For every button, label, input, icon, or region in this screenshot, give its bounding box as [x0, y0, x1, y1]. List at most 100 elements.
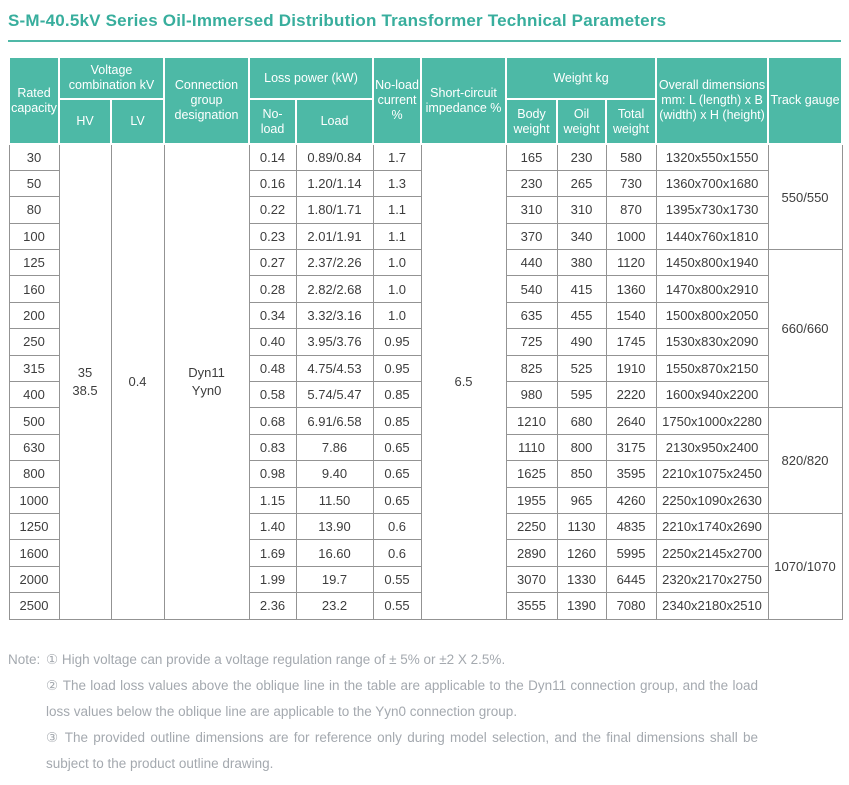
cell-no-load-loss: 1.15: [248, 486, 297, 514]
cell-total-weight: 1540: [605, 301, 657, 330]
cell-oil-weight: 800: [556, 433, 607, 462]
table-row: 30 35 38.5 0.4 Dyn11 Yyn0 0.14 0.89/0.84 1.7 6.…: [8, 143, 843, 620]
cell-dimensions: 1320x550x1550: [655, 143, 769, 171]
cell-no-load-loss: 0.28: [248, 275, 297, 303]
note-items: ① High voltage can provide a voltage reg…: [46, 647, 758, 777]
table-body: 30 35 38.5 0.4 Dyn11 Yyn0 0.14 0.89/0.84 1.7 6.…: [8, 143, 843, 620]
cell-rated-capacity: 315: [8, 354, 60, 383]
cell-no-load-current: 1.7: [372, 143, 422, 171]
cell-total-weight: 870: [605, 196, 657, 224]
cell-dimensions: 2210x1075x2450: [655, 460, 769, 488]
cell-body-weight: 725: [505, 328, 558, 356]
cell-oil-weight: 1390: [556, 592, 607, 620]
cell-load-loss: 9.40: [295, 460, 374, 488]
cell-rated-capacity: 30: [8, 143, 60, 171]
note-item-1: ① High voltage can provide a voltage reg…: [46, 651, 506, 667]
table-row: 400 0.58 5.74/5.47 0.85 980 595 2220 1600x940x2…: [8, 381, 842, 409]
cell-no-load-current: 1.0: [372, 249, 422, 277]
table-row: 125 0.27 2.37/2.26 1.0 440 380 1120 1450x800x19…: [8, 249, 843, 409]
cell-load-loss: 7.86: [295, 433, 374, 462]
cell-load-loss: 1.20/1.14: [295, 169, 374, 198]
cell-body-weight: 440: [505, 249, 558, 277]
cell-body-weight: 1210: [505, 407, 558, 435]
note-item-3: ③ The provided outline dimensions are fo…: [46, 729, 758, 771]
cell-oil-weight: 595: [556, 381, 607, 409]
header-rated-capacity: Rated capacity: [8, 56, 60, 145]
cell-body-weight: 2250: [505, 512, 558, 541]
header-connection-group: Connection group designation: [163, 56, 251, 145]
cell-no-load-current: 0.85: [372, 381, 422, 409]
cell-total-weight: 1360: [605, 275, 657, 303]
cell-body-weight: 825: [505, 354, 558, 383]
cell-oil-weight: 1260: [556, 539, 607, 567]
cell-dimensions: 1550x870x2150: [655, 354, 769, 383]
cell-lv-value: 0.4: [110, 143, 165, 620]
cell-oil-weight: 415: [556, 275, 607, 303]
cell-rated-capacity: 2500: [8, 592, 60, 620]
cell-load-loss: 0.89/0.84: [295, 143, 374, 171]
header-voltage-combination: Voltage combination kV: [57, 56, 166, 100]
cell-no-load-loss: 1.69: [248, 539, 297, 567]
cell-body-weight: 635: [505, 301, 558, 330]
cell-body-weight: 165: [505, 143, 558, 171]
cell-rated-capacity: 400: [8, 381, 60, 409]
cell-body-weight: 540: [505, 275, 558, 303]
cell-load-loss: 4.75/4.53: [295, 354, 374, 383]
cell-connection-group-value: Dyn11 Yyn0: [163, 143, 250, 620]
cell-no-load-current: 0.85: [372, 407, 422, 435]
cell-oil-weight: 1330: [556, 565, 607, 594]
cell-rated-capacity: 125: [8, 249, 60, 277]
table-row: 50 0.16 1.20/1.14 1.3 230 265 730 1360x700x1680: [8, 169, 842, 198]
cell-hv-value: 35 38.5: [58, 143, 112, 620]
cell-load-loss: 16.60: [295, 539, 374, 567]
cell-no-load-loss: 0.34: [248, 301, 297, 330]
cell-track-gauge: 550/550: [767, 143, 843, 251]
cell-total-weight: 4260: [605, 486, 657, 514]
table-row: 200 0.34 3.32/3.16 1.0 635 455 1540 1500x800x20…: [8, 301, 842, 330]
cell-oil-weight: 850: [556, 460, 607, 488]
table-row: 1250 1.40 13.90 0.6 2250 1130 4835 2210x1740x26…: [8, 512, 843, 620]
cell-rated-capacity: 500: [8, 407, 60, 435]
cell-dimensions: 2130x950x2400: [655, 433, 769, 462]
header-loss-power: Loss power (kW): [248, 56, 375, 100]
cell-no-load-loss: 0.98: [248, 460, 297, 488]
header-no-load: No-load: [248, 98, 298, 145]
table-row: 160 0.28 2.82/2.68 1.0 540 415 1360 1470x800x29…: [8, 275, 842, 303]
table-row: 80 0.22 1.80/1.71 1.1 310 310 870 1395x730x1730: [8, 196, 842, 224]
cell-rated-capacity: 100: [8, 222, 60, 251]
cell-rated-capacity: 50: [8, 169, 60, 198]
cell-track-gauge: 660/660: [767, 249, 843, 409]
cell-no-load-loss: 0.22: [248, 196, 297, 224]
cell-no-load-loss: 1.40: [248, 512, 297, 541]
cell-track-gauge: 820/820: [767, 407, 843, 514]
cell-no-load-current: 0.65: [372, 460, 422, 488]
cell-impedance-value: 6.5: [420, 143, 507, 620]
cell-load-loss: 6.91/6.58: [295, 407, 374, 435]
header-weight: Weight kg: [505, 56, 658, 100]
cell-load-loss: 3.32/3.16: [295, 301, 374, 330]
cell-dimensions: 1600x940x2200: [655, 381, 769, 409]
cell-oil-weight: 455: [556, 301, 607, 330]
cell-rated-capacity: 160: [8, 275, 60, 303]
cell-no-load-current: 1.0: [372, 301, 422, 330]
header-load: Load: [295, 98, 375, 145]
cell-body-weight: 2890: [505, 539, 558, 567]
cell-load-loss: 11.50: [295, 486, 374, 514]
cell-load-loss: 2.37/2.26: [295, 249, 374, 277]
cell-no-load-current: 1.1: [372, 222, 422, 251]
cell-total-weight: 580: [605, 143, 657, 171]
cell-no-load-current: 1.1: [372, 196, 422, 224]
cell-oil-weight: 965: [556, 486, 607, 514]
header-short-circuit-impedance: Short-circuit impedance %: [420, 56, 508, 145]
cell-load-loss: 23.2: [295, 592, 374, 620]
table-header: Rated capacity Voltage combination kV Co…: [8, 56, 844, 145]
cell-rated-capacity: 800: [8, 460, 60, 488]
cell-load-loss: 5.74/5.47: [295, 381, 374, 409]
table-row: 1600 1.69 16.60 0.6 2890 1260 5995 2250x2145x27…: [8, 539, 842, 567]
cell-rated-capacity: 1250: [8, 512, 60, 541]
cell-no-load-current: 1.0: [372, 275, 422, 303]
cell-no-load-loss: 0.16: [248, 169, 297, 198]
cell-total-weight: 1745: [605, 328, 657, 356]
notes-section: Note: ① High voltage can provide a volta…: [8, 647, 841, 777]
